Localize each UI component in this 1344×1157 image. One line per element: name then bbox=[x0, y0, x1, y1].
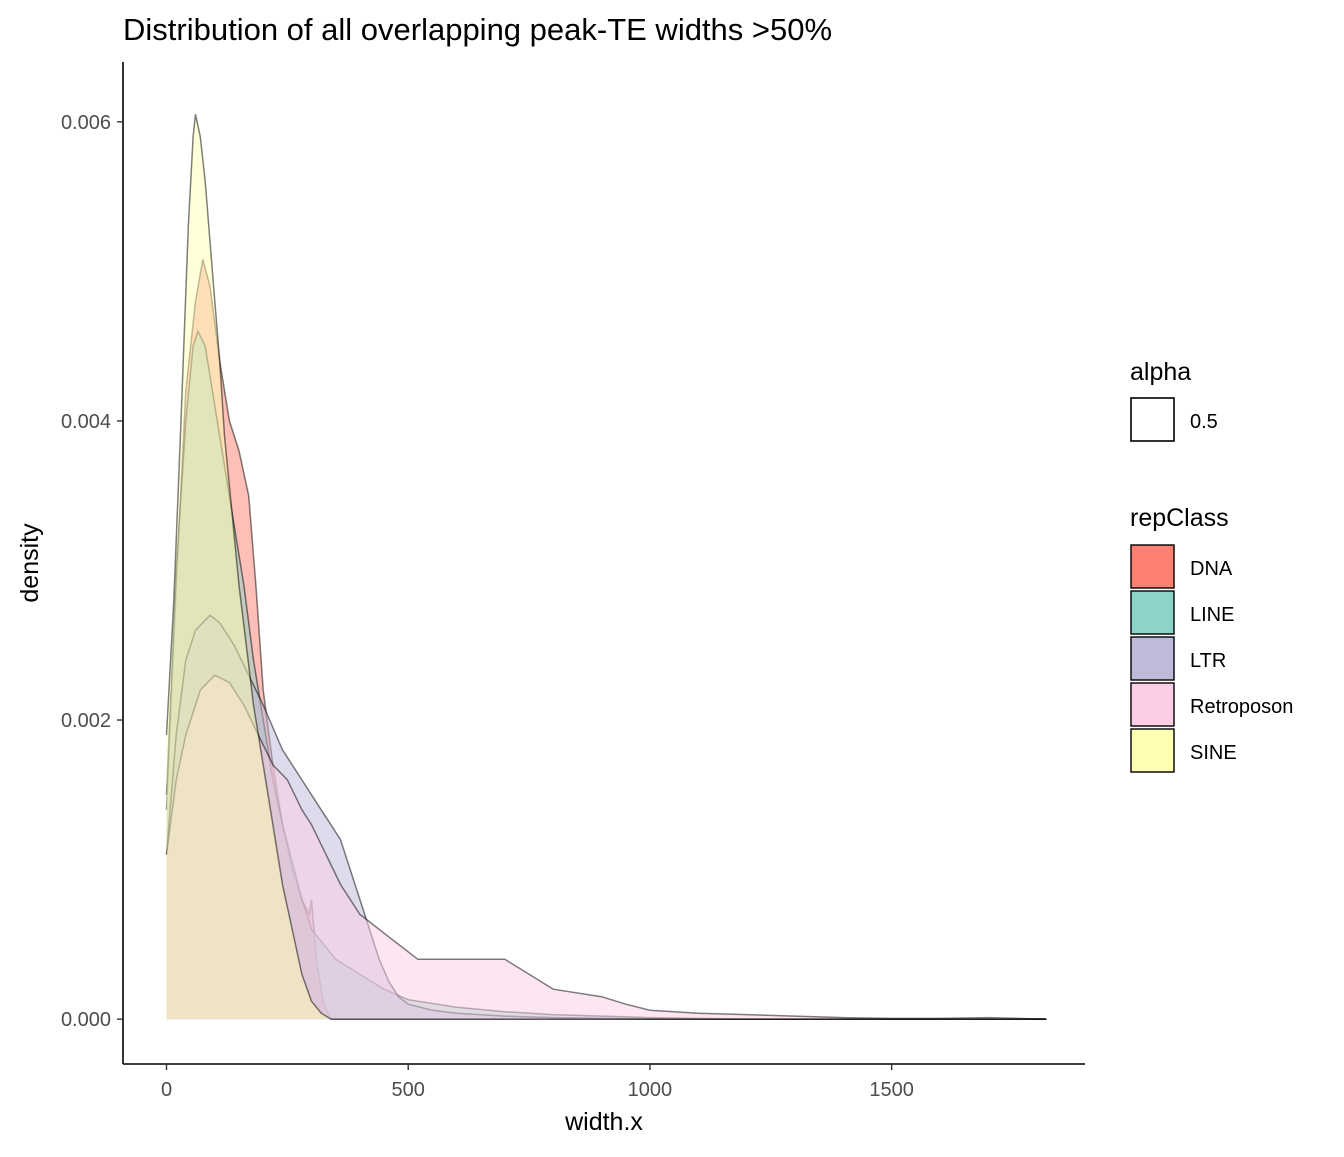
density-series-layer bbox=[165, 114, 1047, 1020]
legend-key-line bbox=[1130, 590, 1175, 635]
y-tick-label: 0.002 bbox=[61, 710, 111, 732]
legend-label-ltr: LTR bbox=[1190, 650, 1226, 672]
legend-label-sine: SINE bbox=[1190, 742, 1237, 764]
plot-title: Distribution of all overlapping peak-TE … bbox=[123, 12, 832, 47]
legend-alpha-key bbox=[1130, 397, 1175, 442]
legend-label-retroposon: Retroposon bbox=[1190, 696, 1293, 718]
legend-key-dna bbox=[1130, 544, 1175, 589]
legend-key-ltr bbox=[1130, 636, 1175, 681]
legend-label-line: LINE bbox=[1190, 604, 1234, 626]
y-tick-label: 0.004 bbox=[61, 411, 111, 433]
legend-alpha-label: 0.5 bbox=[1190, 411, 1218, 433]
density-area-sine bbox=[166, 114, 1047, 1020]
legend-repclass: repClass DNA LINE LTR Retroposon SINE bbox=[1130, 504, 1293, 773]
y-axis-title: density bbox=[16, 523, 44, 603]
y-axis-ticks: 0.000 0.002 0.004 0.006 bbox=[61, 112, 123, 1031]
x-tick-label: 1000 bbox=[628, 1079, 673, 1101]
legend-repclass-title: repClass bbox=[1130, 504, 1229, 532]
legend-label-dna: DNA bbox=[1190, 558, 1233, 580]
y-tick-label: 0.000 bbox=[61, 1009, 111, 1031]
x-axis-ticks: 0 500 1000 1500 bbox=[161, 1064, 914, 1101]
legend-alpha: alpha 0.5 bbox=[1130, 358, 1218, 442]
x-axis-title: width.x bbox=[564, 1108, 643, 1136]
legend-key-sine bbox=[1130, 728, 1175, 773]
x-tick-label: 1500 bbox=[869, 1079, 914, 1101]
plot-area bbox=[165, 114, 1047, 1020]
y-tick-label: 0.006 bbox=[61, 112, 111, 134]
density-line-sine bbox=[165, 114, 1047, 1020]
legend-alpha-title: alpha bbox=[1130, 358, 1191, 386]
x-tick-label: 500 bbox=[392, 1079, 425, 1101]
x-tick-label: 0 bbox=[161, 1079, 172, 1101]
legend-key-retroposon bbox=[1130, 682, 1175, 727]
